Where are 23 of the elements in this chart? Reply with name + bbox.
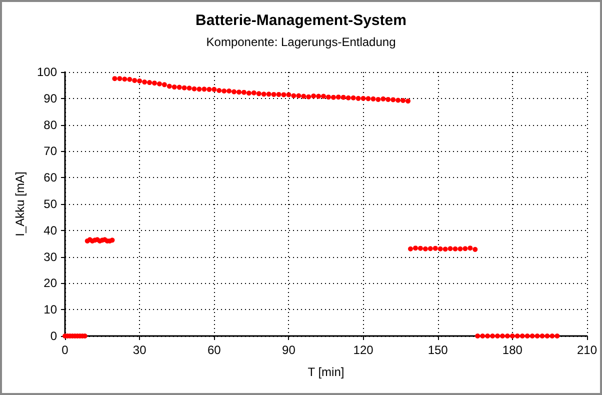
y-tick-label: 90: [44, 91, 58, 106]
x-tick-label: 120: [353, 343, 374, 357]
y-tick-label: 70: [44, 144, 58, 158]
x-tick-label: 30: [132, 343, 147, 357]
y-axis-title: I_Akku [mA]: [13, 172, 28, 236]
y-tick-label: 80: [44, 118, 58, 132]
y-tick-label: 10: [44, 302, 58, 317]
chart-title: Batterie-Management-System: [196, 12, 406, 29]
y-tick-label: 40: [44, 223, 58, 238]
x-axis-title: T [min]: [308, 365, 344, 379]
x-tick-label: 150: [428, 343, 448, 357]
x-tick-label: 210: [576, 343, 598, 357]
x-tick-label: 90: [282, 343, 296, 357]
y-tick-label: 0: [50, 329, 58, 343]
y-tick-label: 30: [44, 250, 58, 264]
y-tick-label: 60: [44, 170, 58, 185]
y-tick-label: 100: [36, 65, 58, 79]
x-tick-label: 60: [207, 343, 222, 357]
chart-subtitle: Komponente: Lagerungs-Entladung: [206, 35, 396, 49]
x-tick-label: 0: [62, 343, 69, 357]
y-tick-label: 20: [44, 276, 58, 290]
y-tick-label: 50: [44, 197, 58, 211]
x-tick-label: 180: [502, 343, 523, 357]
